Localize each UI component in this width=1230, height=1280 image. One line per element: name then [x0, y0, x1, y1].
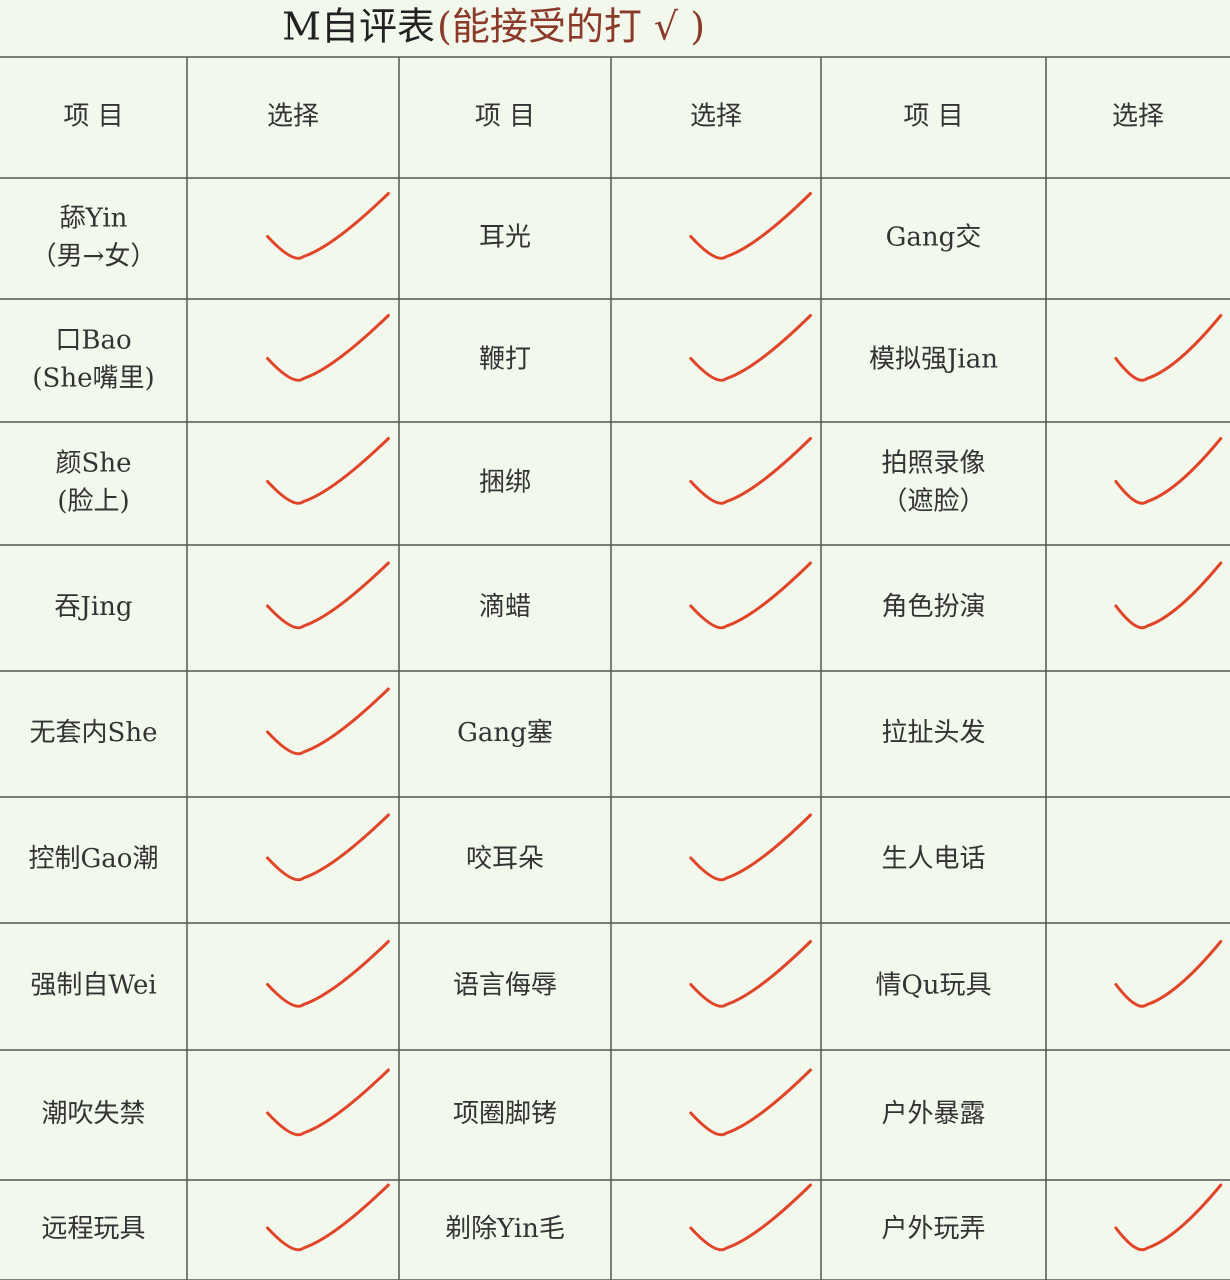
check-mark	[266, 813, 390, 882]
header-cell: 项 目	[63, 102, 123, 132]
item-label: 剃除Yin毛	[445, 1214, 565, 1244]
check-mark	[1114, 940, 1223, 1008]
check-mark	[1114, 314, 1223, 382]
item-label: 生人电话	[881, 844, 985, 874]
check-mark	[266, 437, 390, 505]
check-mark	[1114, 437, 1223, 505]
check-mark	[266, 192, 390, 260]
header-cell: 选择	[690, 102, 742, 132]
item-label: (脸上)	[57, 487, 129, 517]
item-label: 控制Gao潮	[29, 844, 159, 874]
item-label: 捆绑	[479, 468, 531, 498]
item-label: 鞭打	[479, 345, 531, 375]
item-label: 语言侮辱	[453, 971, 557, 1001]
check-mark	[689, 314, 812, 382]
item-label: 户外玩弄	[881, 1214, 985, 1244]
check-mark	[689, 192, 812, 260]
item-label: 户外暴露	[881, 1099, 985, 1129]
check-mark	[689, 437, 812, 505]
item-label: 情Qu玩具	[875, 971, 991, 1001]
check-mark	[689, 1068, 812, 1137]
check-mark	[1114, 561, 1223, 630]
item-label: 无套内She	[30, 718, 158, 748]
item-label: 咬耳朵	[466, 844, 544, 874]
item-label: 角色扮演	[881, 592, 985, 622]
check-mark	[689, 813, 812, 882]
item-label: （男→女）	[31, 242, 157, 272]
item-label: Gang塞	[457, 718, 553, 748]
check-mark	[266, 940, 390, 1008]
header-cell: 项 目	[903, 102, 963, 132]
item-label: 拍照录像	[881, 449, 985, 479]
item-label: 舔Yin	[60, 204, 128, 234]
item-label: 强制自Wei	[30, 971, 156, 1001]
title: M自评表	[282, 5, 435, 49]
header-cell: 选择	[267, 102, 319, 132]
check-mark	[689, 561, 812, 630]
item-label: 远程玩具	[41, 1214, 145, 1244]
check-mark	[266, 687, 390, 756]
check-mark	[266, 314, 390, 382]
check-mark	[266, 1183, 390, 1252]
check-mark	[266, 1068, 390, 1137]
item-label: 项圈脚铐	[453, 1099, 557, 1129]
item-label: 拉扯头发	[881, 718, 985, 748]
check-mark	[689, 1183, 812, 1252]
item-label: 吞Jing	[54, 592, 132, 622]
item-label: 潮吹失禁	[41, 1099, 145, 1129]
check-mark	[1114, 1183, 1223, 1252]
check-mark	[689, 940, 812, 1008]
item-label: 颜She	[56, 449, 132, 479]
item-label: Gang交	[886, 223, 982, 253]
item-label: 口Bao	[55, 326, 131, 356]
header-cell: 选择	[1112, 102, 1164, 132]
item-label: 滴蜡	[479, 592, 531, 622]
check-mark	[266, 561, 390, 630]
title-note: (能接受的打 √ )	[437, 5, 705, 49]
item-label: (She嘴里)	[32, 364, 154, 394]
item-label: （遮脸）	[881, 487, 985, 517]
item-label: 模拟强Jian	[869, 345, 998, 375]
header-cell: 项 目	[475, 102, 535, 132]
item-label: 耳光	[479, 223, 531, 253]
